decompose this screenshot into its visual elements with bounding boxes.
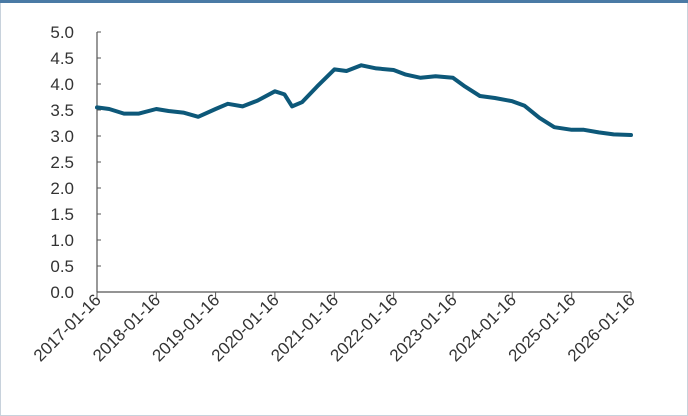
y-tick-label: 2.5 xyxy=(50,153,74,172)
y-tick-label: 4.5 xyxy=(50,49,74,68)
y-tick-label: 4.0 xyxy=(50,75,74,94)
y-tick-label: 3.5 xyxy=(50,101,74,120)
y-tick-label: 0.5 xyxy=(50,257,74,276)
y-tick-label: 0.0 xyxy=(50,283,74,302)
y-tick-label: 1.5 xyxy=(50,205,74,224)
series-line xyxy=(95,63,633,137)
y-tick-label: 1.0 xyxy=(50,231,74,250)
y-tick-label: 3.0 xyxy=(50,127,74,146)
y-tick-label: 2.0 xyxy=(50,179,74,198)
top-accent-line xyxy=(0,0,688,3)
y-tick-label: 5.0 xyxy=(50,23,74,42)
